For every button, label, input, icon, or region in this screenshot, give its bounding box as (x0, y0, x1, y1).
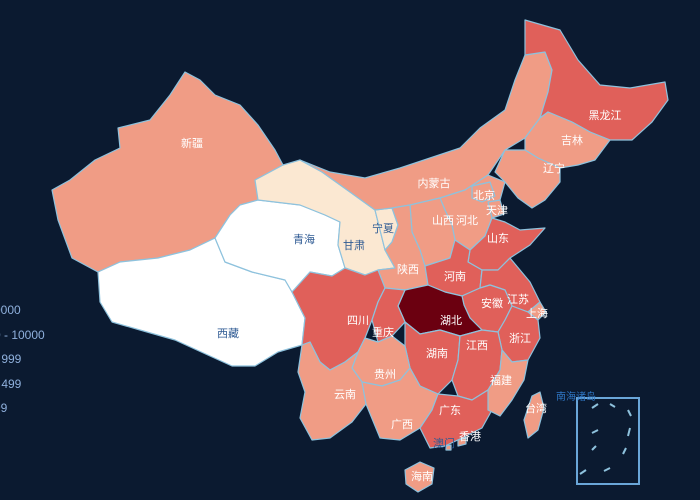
label-hainan: 海南 (411, 469, 433, 483)
legend-item[interactable]: 0 - 10000 (0, 327, 45, 342)
label-yunnan: 云南 (334, 388, 356, 401)
label-anhui: 安徽 (481, 296, 503, 310)
label-xianggang: 香港 (459, 430, 481, 443)
label-henan: 河南 (444, 270, 466, 283)
label-xinjiang: 新疆 (181, 136, 203, 150)
label-xizang: 西藏 (217, 327, 239, 340)
label-fujian: 福建 (490, 373, 512, 387)
label-guangxi: 广西 (391, 418, 413, 431)
label-shaanxi: 陕西 (397, 262, 419, 276)
province-xianggang[interactable] (457, 437, 467, 447)
label-aomen: 澳门 (433, 436, 455, 450)
label-taiwan: 台湾 (525, 401, 547, 415)
province-taiwan[interactable] (523, 391, 545, 439)
label-beijing: 北京 (473, 188, 495, 202)
label-hebei: 河北 (456, 214, 478, 227)
nanhai-label: 南海诸岛 (556, 392, 596, 403)
label-chongqing: 重庆 (372, 325, 394, 339)
legend-item[interactable]: 99 (0, 401, 8, 415)
province-jilin[interactable] (524, 111, 611, 169)
label-guizhou: 贵州 (374, 368, 396, 381)
label-zhejiang: 浙江 (509, 332, 531, 345)
label-shanxi: 山西 (432, 214, 454, 227)
label-ningxia: 宁夏 (372, 221, 394, 235)
label-sichuan: 四川 (347, 315, 369, 327)
province-liaoning[interactable] (494, 149, 561, 209)
label-jiangsu: 江苏 (507, 293, 529, 306)
label-heilongjiang: 黑龙江 (589, 109, 622, 122)
nanhai-islands (579, 403, 632, 475)
legend-item[interactable]: - 999 (0, 352, 22, 366)
label-neimenggu: 内蒙古 (418, 176, 451, 190)
legend-item[interactable]: 0000 (0, 303, 21, 317)
province-hainan[interactable] (404, 461, 435, 493)
nanhai-inset-box (576, 397, 640, 485)
visual-map-legend: 0000 0 - 10000 - 999 - 499 99 (0, 298, 45, 421)
label-gansu: 甘肃 (343, 239, 365, 252)
legend-item[interactable]: - 499 (0, 376, 22, 391)
label-shandong: 山东 (487, 232, 509, 245)
label-jilin: 吉林 (561, 133, 583, 147)
province-guangdong[interactable] (419, 389, 493, 449)
province-fujian[interactable] (487, 349, 529, 417)
label-hubei: 湖北 (440, 314, 462, 327)
label-guangdong: 广东 (439, 404, 461, 417)
label-tianjin: 天津 (486, 204, 508, 217)
province-aomen[interactable] (445, 444, 452, 451)
label-liaoning: 辽宁 (543, 161, 565, 175)
label-hunan: 湖南 (426, 347, 448, 360)
label-jiangxi: 江西 (466, 339, 488, 352)
label-shanghai: 上海 (526, 306, 548, 320)
label-qinghai: 青海 (293, 232, 315, 246)
